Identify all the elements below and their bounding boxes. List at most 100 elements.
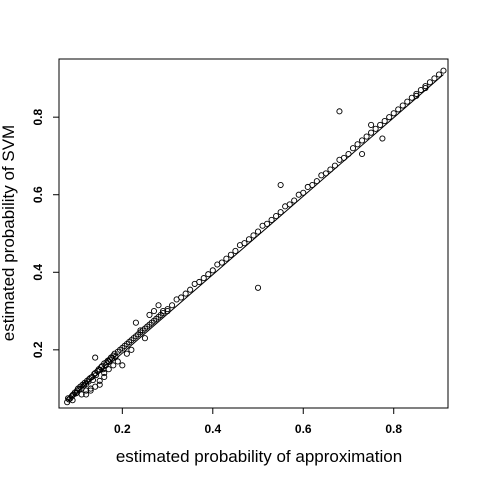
data-point [182,290,189,297]
data-point [227,251,234,258]
x-axis-label: estimated probability of approximation [116,447,402,466]
data-point [336,108,343,115]
data-point [399,102,406,109]
data-point [123,350,130,357]
data-point [164,308,171,315]
data-point [205,271,212,278]
y-tick-label: 0.4 [31,264,45,281]
data-point [111,350,118,357]
y-tick-label: 0.6 [31,186,45,203]
x-tick-label: 0.4 [204,422,221,436]
data-point [300,189,307,196]
x-tick-label: 0.2 [114,422,131,436]
y-axis-label: estimated probability of SVM [0,125,18,341]
data-point [368,129,375,136]
data-point [286,201,293,208]
data-point [128,346,135,353]
data-point [87,387,94,394]
data-point [363,133,370,140]
data-point [368,121,375,128]
data-point [322,170,329,177]
data-point [273,212,280,220]
data-point [132,319,139,326]
data-point [413,92,420,99]
plot-frame [58,58,449,409]
data-point [178,294,185,301]
data-point [89,377,96,384]
data-point [101,373,108,381]
data-point [327,166,334,173]
data-point [431,75,438,82]
data-point [119,362,126,369]
data-point [379,135,386,142]
data-point [109,355,116,362]
data-point [78,391,85,398]
data-point [68,393,75,400]
data-point [69,397,76,404]
data-point [105,366,112,373]
data-point [331,162,338,169]
x-axis: 0.2 0.4 0.6 0.8 [114,408,402,436]
data-point [340,154,348,161]
data-point [372,125,379,132]
data-point [422,85,429,92]
data-point [413,90,420,97]
data-point [112,353,119,360]
x-tick-label: 0.8 [385,422,402,436]
data-point [102,362,109,369]
data-point [93,371,100,379]
data-point [254,284,262,291]
data-point [359,137,366,144]
data-point [250,232,257,239]
data-point [377,121,384,128]
data-point [92,354,99,361]
data-point [254,228,262,235]
data-point [268,216,275,223]
data-point [146,311,153,318]
data-point [96,381,103,388]
data-point [196,278,203,286]
x-tick-label: 0.6 [295,422,312,436]
data-point [349,145,357,152]
data-point [426,79,433,86]
data-point [422,83,429,90]
data-point [381,117,388,125]
data-point [169,302,176,309]
data-point [264,220,271,227]
data-point [200,275,207,282]
data-point [245,236,253,243]
data-point [101,370,108,377]
data-point [187,286,194,293]
y-tick-label: 0.2 [31,341,45,358]
data-point [354,141,361,148]
data-point [218,259,225,266]
data-point [141,335,148,342]
data-point [155,302,162,309]
data-point [404,98,411,105]
data-point [137,327,144,334]
data-point [83,391,90,398]
data-point [345,150,352,158]
data-point [309,181,316,189]
data-points [64,67,447,406]
data-point [291,197,298,204]
data-point [96,377,103,384]
data-point [110,362,117,369]
data-point [277,181,284,189]
data-point [209,267,216,274]
data-point [164,306,171,313]
data-point [440,67,447,74]
data-point [150,308,158,315]
y-tick-label: 0.8 [31,109,45,126]
data-point [277,209,284,216]
data-point [390,110,397,117]
data-point [386,114,393,121]
data-point [232,247,239,254]
data-point [313,178,320,185]
data-point [223,255,230,262]
data-point [241,240,248,247]
data-point [435,71,443,78]
y-axis: 0.2 0.4 0.6 0.8 [31,109,59,358]
data-point [114,358,121,365]
